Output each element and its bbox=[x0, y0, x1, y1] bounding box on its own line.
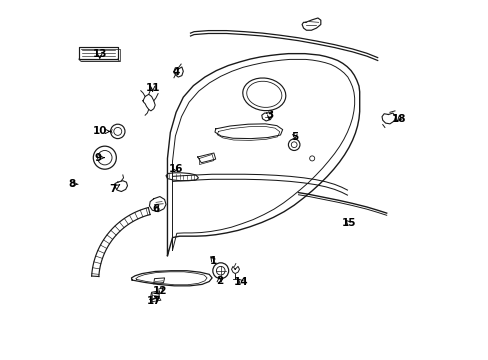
Text: 13: 13 bbox=[92, 49, 107, 59]
Text: 10: 10 bbox=[93, 126, 110, 136]
Text: 1: 1 bbox=[210, 256, 217, 266]
Text: 16: 16 bbox=[168, 164, 183, 174]
Text: 8: 8 bbox=[68, 179, 78, 189]
Text: 2: 2 bbox=[215, 276, 223, 286]
Text: 12: 12 bbox=[152, 286, 167, 296]
Text: 11: 11 bbox=[145, 83, 160, 93]
Text: 5: 5 bbox=[291, 132, 298, 142]
Text: 3: 3 bbox=[265, 110, 273, 120]
Text: 17: 17 bbox=[147, 296, 162, 306]
Text: 14: 14 bbox=[233, 276, 248, 287]
Text: 15: 15 bbox=[341, 218, 355, 228]
Text: 6: 6 bbox=[152, 204, 160, 214]
Text: 9: 9 bbox=[94, 153, 104, 163]
Text: 4: 4 bbox=[172, 67, 180, 77]
Text: 18: 18 bbox=[391, 114, 406, 124]
Text: 7: 7 bbox=[109, 184, 120, 194]
